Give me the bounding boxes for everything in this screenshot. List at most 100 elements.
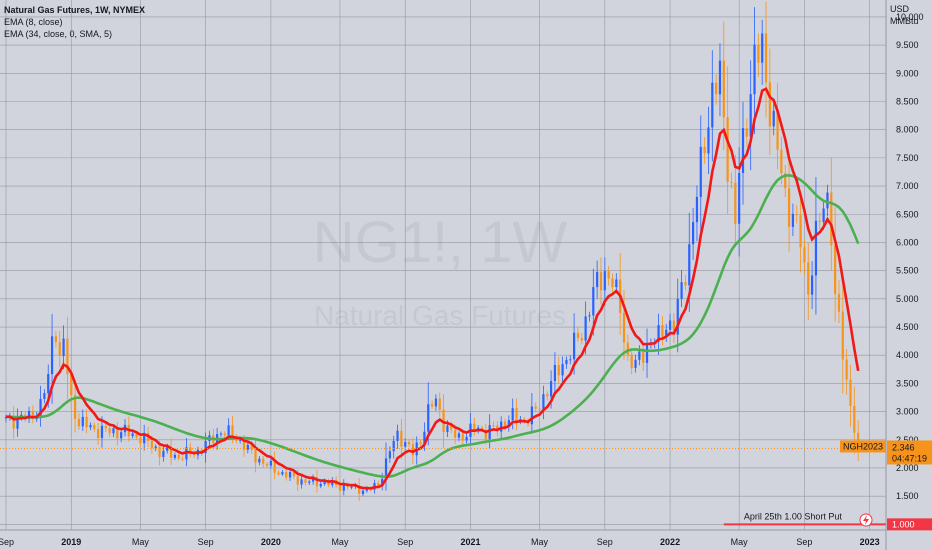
candle-body — [603, 271, 606, 291]
x-tick-label: Sep — [198, 537, 214, 547]
lightning-icon[interactable] — [859, 513, 873, 527]
candle-body — [169, 447, 173, 458]
x-tick-label: Sep — [0, 537, 14, 547]
candle-body — [826, 192, 829, 209]
candle-body — [254, 449, 257, 463]
time-axis[interactable]: Sep 2019 May Sep 2020 May Sep 2021 May Sep 2022 May… — [0, 529, 886, 547]
candle-body — [557, 364, 560, 376]
candle-body — [553, 364, 557, 382]
candle-body — [849, 379, 852, 406]
candle-body — [135, 433, 138, 438]
candle-body — [269, 460, 272, 466]
candle-body — [246, 444, 249, 450]
candle-body — [308, 481, 311, 483]
candle-body — [407, 441, 411, 445]
watermark-name: Natural Gas Futures — [314, 300, 566, 331]
candle-body — [404, 441, 407, 447]
x-tick-label: 2022 — [660, 537, 680, 547]
unit-mmbtu: MMBtu — [890, 16, 919, 26]
candle-body — [546, 394, 549, 397]
candle-body — [757, 44, 760, 63]
chart-title: Natural Gas Futures, 1W, NYMEX — [4, 5, 146, 15]
y-tick-label: 4.000 — [896, 350, 919, 360]
candle-body — [492, 425, 495, 427]
candle-body — [388, 451, 391, 459]
candle-body — [484, 429, 487, 440]
indicator-ema-8[interactable]: EMA (8, close) — [4, 17, 63, 27]
candle-body — [131, 433, 134, 437]
candle-body — [711, 82, 714, 128]
candle-body — [273, 460, 276, 473]
candle-body — [515, 408, 518, 421]
candle-body — [281, 472, 284, 475]
candle-body — [150, 440, 153, 448]
candle-body — [573, 332, 576, 360]
candle-body — [143, 432, 146, 444]
indicator-ema-34[interactable]: EMA (34, close, 0, SMA, 5) — [4, 29, 113, 39]
candle-body — [684, 282, 687, 286]
candle-body — [85, 416, 88, 428]
y-tick-label: 8.500 — [896, 96, 919, 106]
y-tick-label: 5.500 — [896, 266, 919, 276]
candle-body — [139, 437, 142, 444]
candle-body — [726, 117, 729, 182]
candle-body — [549, 381, 553, 397]
candle-body — [538, 408, 541, 410]
candle-body — [365, 488, 368, 491]
candle-body — [423, 431, 426, 444]
put-price-tag: 1.000 — [887, 518, 932, 531]
candle-body — [219, 433, 223, 435]
candle-body — [50, 336, 54, 374]
candle-body — [296, 476, 299, 485]
candle-body — [818, 220, 821, 222]
last-price-symbol: NGH2023 — [843, 441, 883, 451]
candle-body — [300, 479, 303, 485]
candle-body — [837, 293, 841, 312]
candle-body — [622, 312, 626, 343]
candle-body — [588, 315, 591, 317]
candle-body — [680, 282, 683, 299]
candle-body — [841, 311, 844, 360]
candle-body — [607, 271, 610, 279]
y-tick-label: 2.500 — [896, 435, 919, 445]
y-tick-label: 7.500 — [896, 153, 919, 163]
candle-body — [638, 351, 641, 360]
candle-body — [285, 472, 288, 478]
candle-body — [350, 486, 353, 488]
short-put-label: April 25th 1.00 Short Put — [744, 511, 843, 521]
candle-body — [231, 425, 234, 438]
candle-body — [776, 110, 779, 150]
candle-body — [822, 208, 825, 222]
candle-body — [615, 279, 618, 288]
x-tick-label: 2020 — [261, 537, 281, 547]
candle-body — [722, 60, 725, 118]
candle-body — [503, 421, 507, 427]
candle-body — [292, 471, 295, 477]
candle-body — [488, 425, 491, 440]
candle-body — [461, 433, 464, 441]
candle-body — [507, 420, 510, 427]
candle-body — [323, 480, 326, 485]
candle-body — [12, 415, 15, 429]
price-axis[interactable]: USD MMBtu 1.000 1.500 2.000 2.500 3.000 3.500… — [885, 0, 932, 550]
candle-body — [791, 213, 795, 227]
candle-body — [626, 342, 629, 355]
candle-body — [58, 342, 61, 357]
candle-body — [450, 425, 453, 430]
candle-body — [158, 446, 161, 457]
candle-body — [730, 181, 733, 183]
candle-body — [384, 458, 388, 479]
put-price-value: 1.000 — [892, 519, 915, 529]
x-tick-label: Sep — [796, 537, 812, 547]
candle-body — [411, 444, 414, 456]
candle-body — [718, 60, 722, 95]
y-tick-label: 9.500 — [896, 40, 919, 50]
candle-body — [799, 215, 802, 248]
candle-body — [239, 439, 242, 441]
candle-body — [47, 373, 50, 394]
candle-body — [162, 450, 165, 457]
candle-body — [661, 325, 664, 337]
candle-body — [634, 359, 637, 368]
watermark-symbol: NG1!, 1W — [313, 210, 568, 275]
